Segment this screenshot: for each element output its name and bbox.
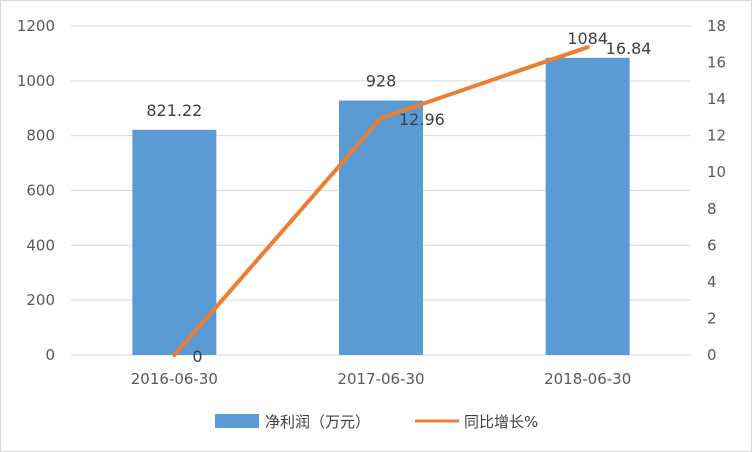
left-axis-tick-label: 1000 (17, 72, 55, 90)
x-axis-ticks: 2016-06-30 2017-06-30 2018-06-30 (131, 370, 632, 388)
right-axis-tick-label: 8 (707, 200, 717, 218)
line-series (172, 45, 590, 357)
legend-label-growth: 同比增长% (464, 413, 538, 431)
x-axis-tick-label: 2016-06-30 (131, 370, 218, 388)
right-axis-tick-label: 16 (707, 54, 726, 72)
legend-swatch-net-profit (215, 414, 259, 428)
line-point (586, 45, 590, 49)
left-axis-tick-label: 600 (26, 182, 55, 200)
line-point (379, 116, 383, 120)
right-axis-tick-label: 18 (707, 17, 726, 35)
data-labels: 821.22 928 1084 0 12.96 16.84 (146, 29, 651, 366)
bar (545, 57, 630, 355)
left-axis-ticks: 0 200 400 600 800 1000 1200 (17, 17, 55, 364)
left-axis-tick-label: 200 (26, 291, 55, 309)
right-axis-tick-label: 2 (707, 309, 717, 327)
right-axis-tick-label: 12 (707, 127, 726, 145)
left-axis-tick-label: 400 (26, 236, 55, 254)
bar (339, 100, 423, 355)
x-axis-tick-label: 2017-06-30 (337, 370, 424, 388)
left-axis-tick-label: 0 (45, 346, 55, 364)
right-axis-tick-label: 6 (707, 236, 717, 254)
right-axis-tick-label: 10 (707, 163, 726, 181)
right-axis-tick-label: 0 (707, 346, 717, 364)
left-axis-tick-label: 800 (26, 127, 55, 145)
right-axis-tick-label: 14 (707, 90, 726, 108)
line-data-label: 12.96 (399, 110, 445, 129)
legend-label-net-profit: 净利润（万元） (265, 413, 370, 431)
line-data-label: 16.84 (606, 39, 652, 58)
legend: 净利润（万元） 同比增长% (215, 413, 538, 431)
line-point (172, 353, 176, 357)
right-axis-tick-label: 4 (707, 273, 717, 291)
bar-data-label: 821.22 (146, 101, 202, 120)
bar-data-label: 1084 (567, 29, 608, 48)
x-axis-tick-label: 2018-06-30 (544, 370, 631, 388)
bar-series (132, 57, 630, 355)
right-axis-ticks: 0 2 4 6 8 10 12 14 16 18 (707, 17, 726, 364)
line-data-label: 0 (192, 347, 202, 366)
bar (132, 129, 217, 355)
bar-data-label: 928 (366, 72, 397, 91)
left-axis-tick-label: 1200 (17, 17, 55, 35)
